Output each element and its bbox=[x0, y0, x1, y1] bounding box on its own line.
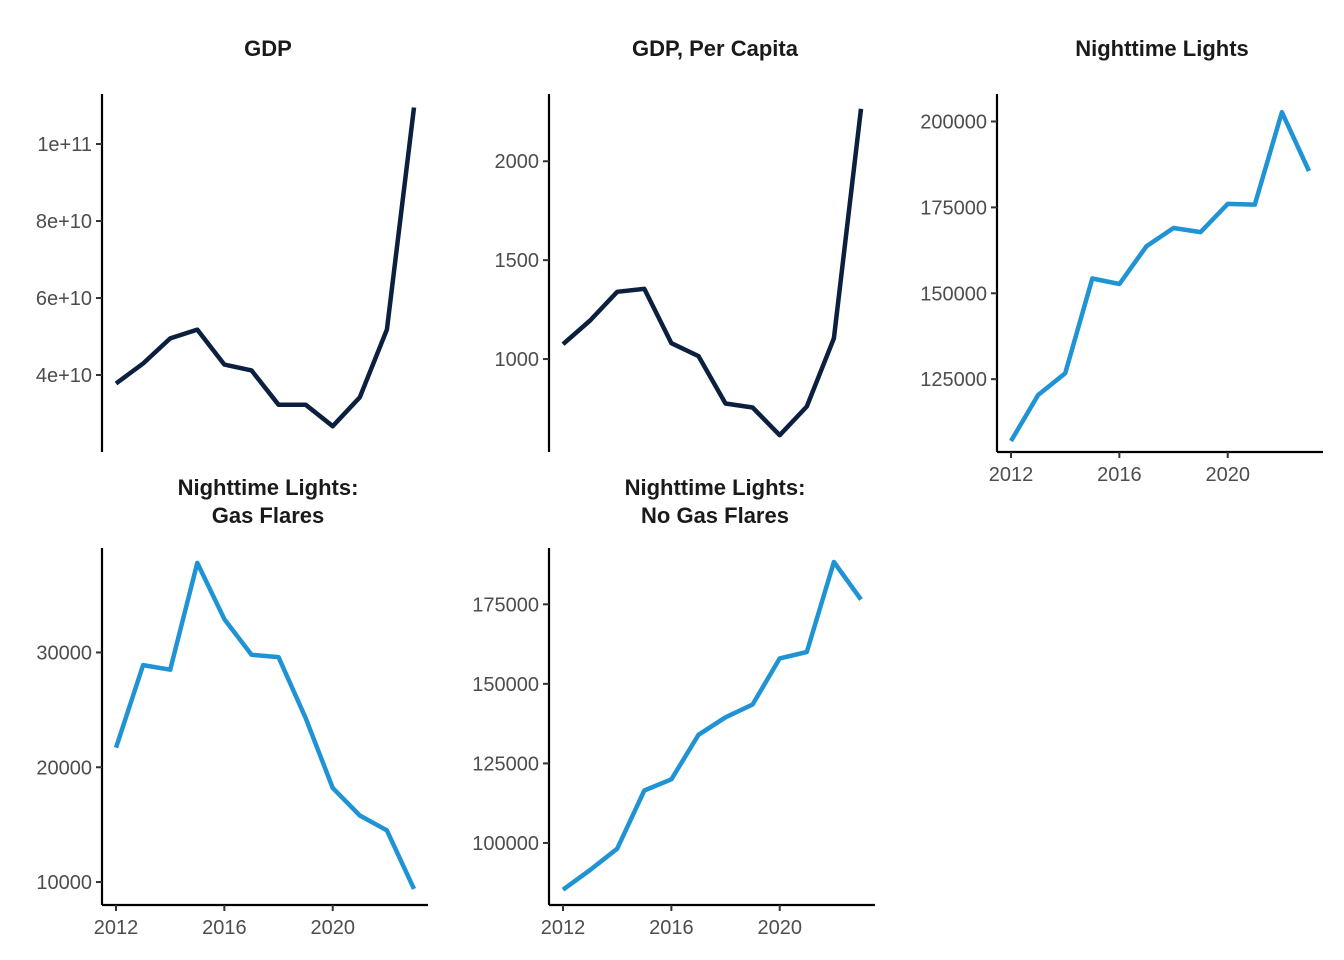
series-line bbox=[561, 108, 864, 438]
x-tick-label: 2012 bbox=[541, 917, 586, 939]
panel-title-line: Nighttime Lights bbox=[1075, 36, 1249, 61]
y-tick-label: 175000 bbox=[920, 197, 987, 219]
y-tick-label: 200000 bbox=[920, 111, 987, 133]
y-tick-label: 175000 bbox=[472, 594, 539, 616]
x-tick-label: 2012 bbox=[94, 917, 139, 939]
panel-title: Nighttime Lights: Gas Flares bbox=[178, 475, 359, 528]
panel-title: GDP, Per Capita bbox=[632, 36, 799, 61]
x-tick-label: 2012 bbox=[989, 464, 1034, 486]
y-tick-label: 150000 bbox=[472, 674, 539, 696]
series-line bbox=[114, 107, 417, 429]
y-tick-label: 20000 bbox=[36, 757, 92, 779]
y-tick-label: 6e+10 bbox=[36, 288, 92, 310]
chart-panel-2: GDP, Per Capita 1000 1500 2000 bbox=[495, 36, 864, 452]
chart-panel-4: Nighttime Lights: Gas Flares 10000 20000 300… bbox=[36, 475, 428, 939]
chart-panels: GDP 4e+10 6e+10 8e+10 1e+11 GDP, Per Capita 10… bbox=[36, 36, 1323, 939]
x-tick-label: 2020 bbox=[1205, 464, 1250, 486]
y-tick-label: 4e+10 bbox=[36, 365, 92, 387]
panel-title: Nighttime Lights: No Gas Flares bbox=[625, 475, 806, 528]
y-tick-label: 1500 bbox=[495, 250, 540, 272]
series-line bbox=[113, 560, 417, 890]
y-tick-label: 150000 bbox=[920, 283, 987, 305]
x-tick-label: 2016 bbox=[1097, 464, 1142, 486]
series-line bbox=[1009, 109, 1312, 443]
chart-panel-3: Nighttime Lights 125000 150000 175000 200000… bbox=[920, 36, 1323, 486]
series-line bbox=[561, 559, 863, 892]
panel-title-line: GDP, Per Capita bbox=[632, 36, 799, 61]
y-tick-label: 125000 bbox=[472, 753, 539, 775]
panel-title: Nighttime Lights bbox=[1075, 36, 1249, 61]
x-tick-label: 2016 bbox=[202, 917, 247, 939]
chart-panel-1: GDP 4e+10 6e+10 8e+10 1e+11 bbox=[36, 36, 417, 452]
panel-title-line: Nighttime Lights: bbox=[178, 475, 359, 500]
panel-title-line: GDP bbox=[244, 36, 292, 61]
y-tick-label: 2000 bbox=[495, 151, 540, 173]
y-tick-label: 8e+10 bbox=[36, 211, 92, 233]
y-tick-label: 30000 bbox=[36, 642, 92, 664]
x-tick-label: 2020 bbox=[310, 917, 355, 939]
x-tick-label: 2016 bbox=[649, 917, 694, 939]
panel-title-line: Nighttime Lights: bbox=[625, 475, 806, 500]
y-tick-label: 10000 bbox=[36, 872, 92, 894]
y-tick-label: 100000 bbox=[472, 833, 539, 855]
panel-title: GDP bbox=[244, 36, 292, 61]
panel-title-line: Gas Flares bbox=[212, 503, 325, 528]
panel-title-line: No Gas Flares bbox=[641, 503, 789, 528]
y-tick-label: 1000 bbox=[495, 349, 540, 371]
y-tick-label: 125000 bbox=[920, 369, 987, 391]
chart-panel-5: Nighttime Lights: No Gas Flares 100000 1250… bbox=[472, 475, 875, 939]
x-tick-label: 2020 bbox=[757, 917, 802, 939]
y-tick-label: 1e+11 bbox=[37, 134, 92, 156]
